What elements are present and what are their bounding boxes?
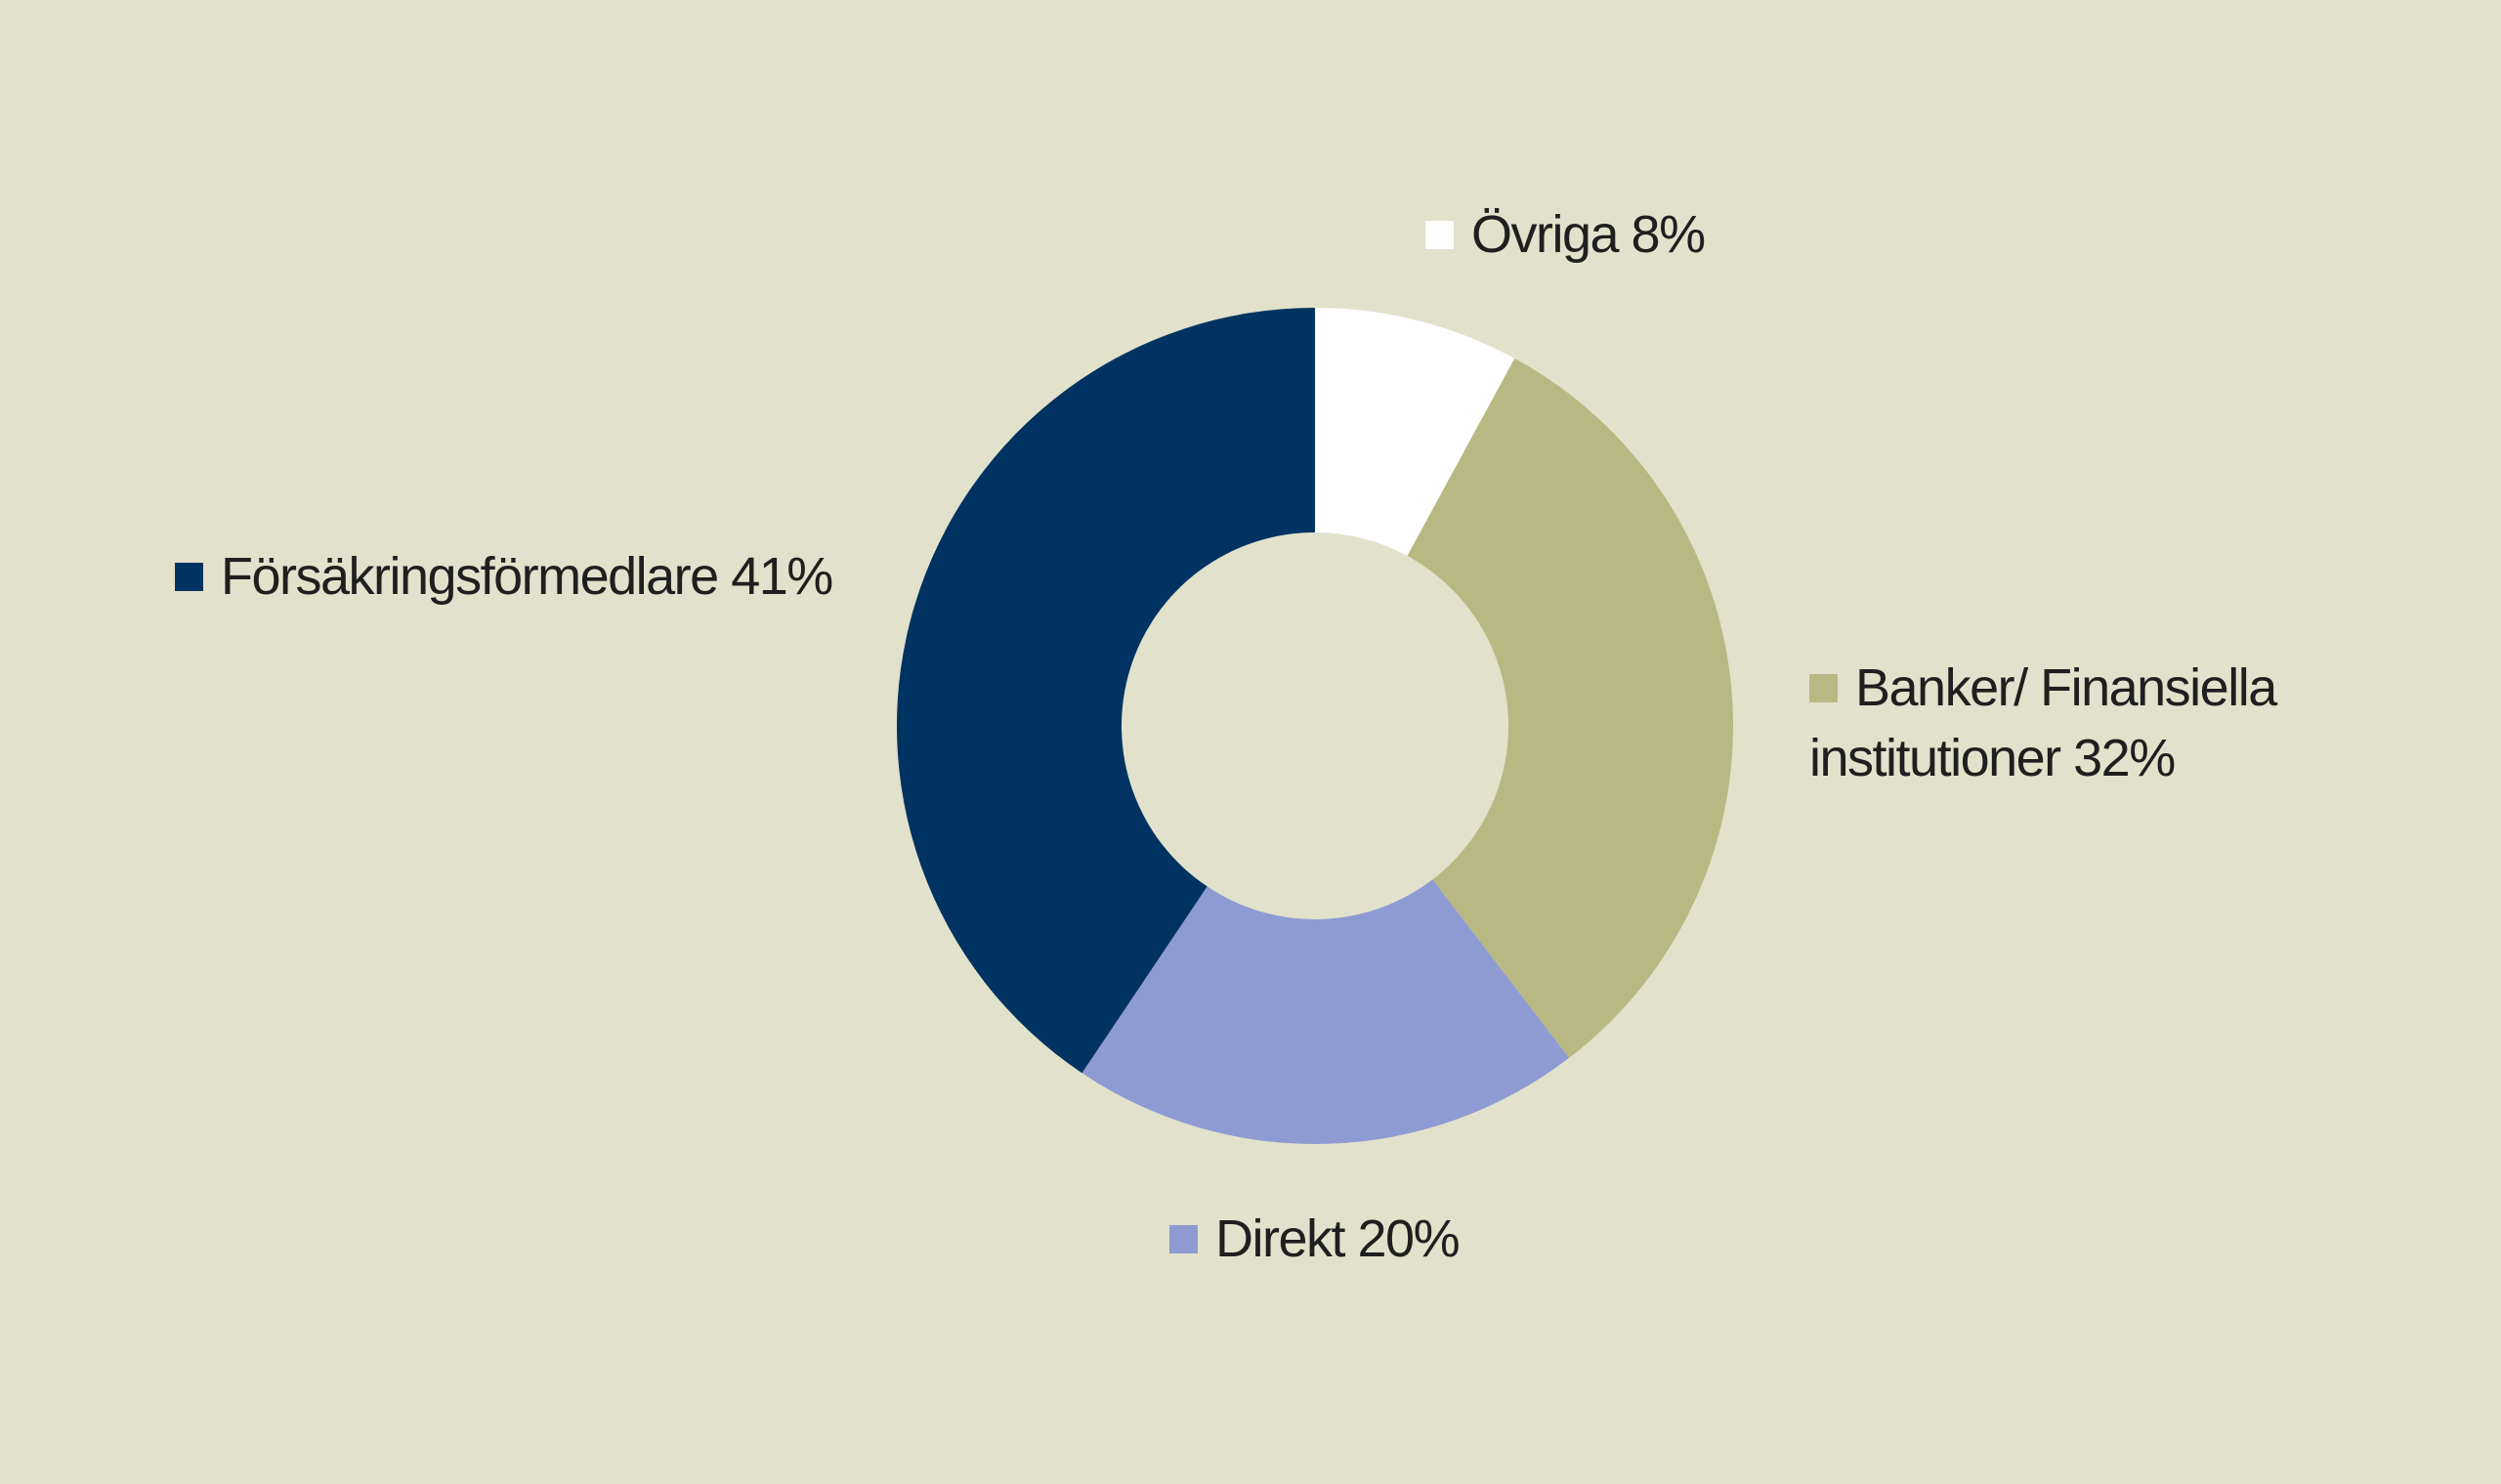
legend-item-banker: Banker/ Finansiella	[1809, 653, 2277, 723]
legend-label-forsakringsformedlare: Försäkringsförmedlare 41%	[221, 547, 833, 606]
legend-swatch-banker	[1809, 674, 1838, 702]
legend-item-direkt: Direkt 20%	[1169, 1204, 1461, 1274]
legend-item-ovriga: Övriga 8%	[1425, 199, 1706, 270]
legend-label-direkt: Direkt 20%	[1215, 1209, 1461, 1268]
donut-slice-forsakringsformedlare	[897, 308, 1315, 1074]
donut-slice-ovriga	[1315, 308, 1515, 557]
legend-swatch-forsakringsformedlare	[175, 563, 203, 591]
donut-slice-direkt	[1081, 879, 1570, 1144]
legend-label-banker-line2: institutioner 32%	[1809, 729, 2176, 787]
legend-swatch-direkt	[1169, 1225, 1198, 1253]
legend-swatch-ovriga	[1425, 221, 1454, 249]
legend-label-banker-line1: Banker/ Finansiella	[1855, 658, 2277, 717]
legend-label-ovriga: Övriga 8%	[1471, 205, 1706, 264]
donut-slice-banker	[1407, 358, 1734, 1058]
legend-item-forsakringsformedlare: Försäkringsförmedlare 41%	[175, 541, 833, 612]
